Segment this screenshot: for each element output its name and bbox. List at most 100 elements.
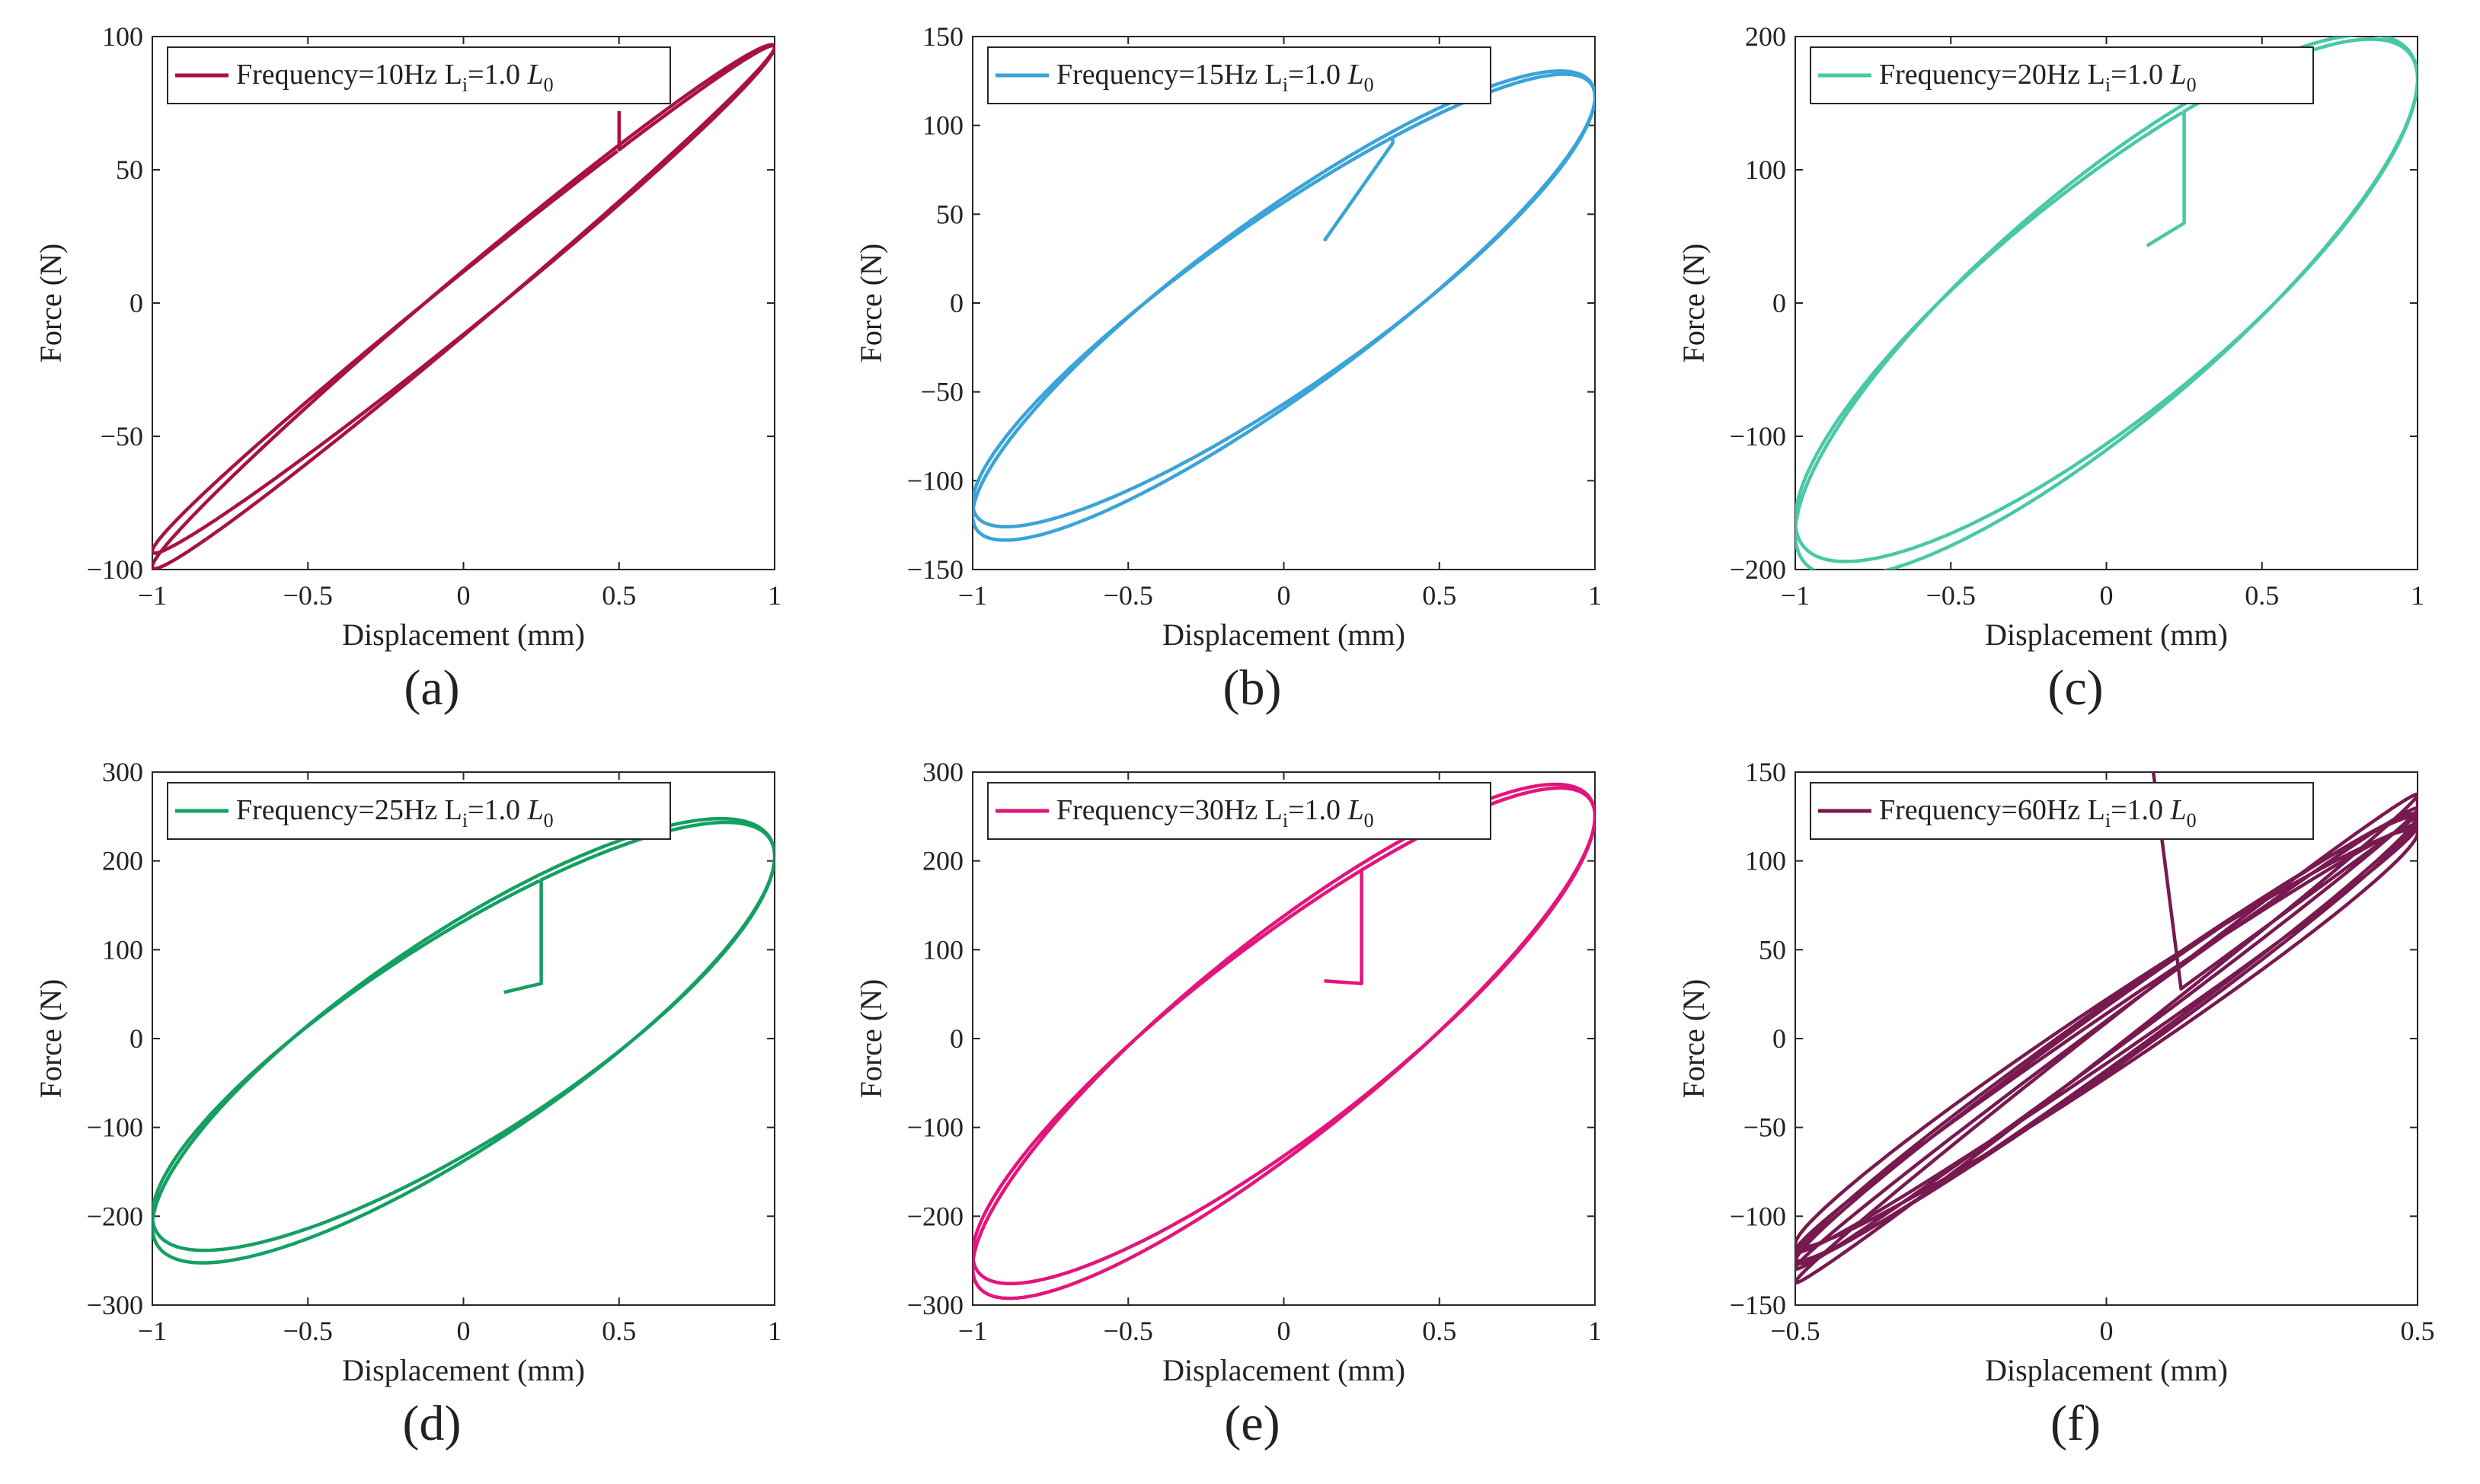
legend-box [1810,782,2314,840]
y-axis-label: Force (N) [34,979,68,1099]
y-tick-label: 100 [102,934,143,965]
y-tick-label: 300 [922,757,964,787]
x-tick-label: −1 [138,1316,167,1346]
y-tick-label: 0 [129,288,143,318]
y-tick-label: −50 [1743,1112,1786,1143]
x-axis-label: Displacement (mm) [1162,618,1405,652]
y-tick-label: 150 [922,21,964,52]
panel-label: (e) [1224,1396,1280,1451]
plot-area [972,771,1596,1306]
y-tick-label: 0 [1772,288,1786,318]
y-tick-label: −150 [1730,1290,1786,1320]
legend: Frequency=25Hz Li=1.0 L0 [167,782,671,840]
y-tick-label: −300 [87,1290,143,1320]
y-tick-label: 0 [950,288,964,318]
x-tick-label: 0 [1277,1316,1291,1346]
x-tick-label: 0.5 [1422,580,1456,611]
y-axis-label: Force (N) [34,244,68,363]
x-tick-label: −0.5 [1926,580,1976,611]
legend-label: Frequency=20Hz Li=1.0 L0 [1879,59,2197,96]
x-tick-label: 0.5 [602,1316,636,1346]
y-tick-label: −100 [907,1112,964,1143]
y-tick-label: 50 [1759,934,1786,965]
y-axis-label: Force (N) [854,979,888,1099]
x-tick-label: 0.5 [2401,1316,2435,1346]
panel-label: (a) [404,660,459,716]
y-tick-label: 200 [1745,21,1786,52]
legend: Frequency=20Hz Li=1.0 L0 [1810,46,2314,104]
plot-area [972,36,1596,570]
legend-label: Frequency=60Hz Li=1.0 L0 [1879,794,2197,831]
y-tick-label: −50 [921,377,964,407]
x-tick-label: 1 [2411,580,2424,611]
y-tick-label: 150 [1745,757,1786,787]
y-axis-label: Force (N) [1676,979,1711,1099]
x-tick-label: 0 [2100,580,2114,611]
x-tick-label: −0.5 [1770,1316,1820,1346]
x-tick-label: 0 [1277,580,1291,611]
legend-label: Frequency=15Hz Li=1.0 L0 [1056,59,1374,96]
y-tick-label: −100 [87,554,143,585]
y-tick-label: −50 [101,421,143,452]
y-tick-label: −100 [1730,1201,1786,1231]
y-tick-label: 100 [1745,155,1786,185]
y-tick-label: 100 [922,110,964,141]
plot-area [1794,36,2418,570]
plot-area [152,36,775,570]
x-tick-label: −1 [958,580,987,611]
series-line [1795,772,2418,1285]
series-line [152,816,775,1265]
y-tick-label: 100 [1745,846,1786,876]
panel-d: −1 −0.5 0 0.5 1 −300 −200 −100 0 100 200 300 Displac… [34,757,781,1451]
y-tick-label: 200 [922,846,964,876]
x-tick-label: 0 [2100,1316,2114,1346]
y-tick-label: 50 [116,155,143,185]
legend-box [987,46,1491,104]
series-line [152,43,775,570]
panel-label: (b) [1223,660,1282,716]
x-tick-label: 1 [768,580,781,611]
legend-box [1810,46,2314,104]
x-tick-label: −0.5 [283,1316,333,1346]
x-tick-label: 0.5 [602,580,636,611]
panel-f: −0.5 0 0.5 −150 −100 −50 0 50 100 150 Displacement… [1676,757,2435,1451]
y-tick-label: −200 [907,1201,964,1231]
y-axis-label: Force (N) [1676,244,1711,363]
x-axis-label: Displacement (mm) [342,618,585,652]
x-tick-label: −1 [958,1316,987,1346]
x-axis-label: Displacement (mm) [1985,618,2228,652]
y-tick-label: 100 [922,934,964,965]
legend-box [167,782,671,840]
plot-area [152,771,775,1306]
x-axis-label: Displacement (mm) [1162,1353,1405,1387]
x-tick-label: −1 [1781,580,1810,611]
x-axis-label: Displacement (mm) [342,1353,585,1387]
y-tick-label: 0 [1772,1023,1786,1054]
x-tick-label: 0 [457,1316,471,1346]
panel-label: (c) [2047,660,2103,716]
y-tick-label: 50 [936,199,964,229]
x-tick-label: 1 [1588,1316,1602,1346]
x-tick-label: 0 [457,580,471,611]
panel-label: (f) [2050,1396,2101,1451]
x-axis-label: Displacement (mm) [1985,1353,2228,1387]
panel-e: −1 −0.5 0 0.5 1 −300 −200 −100 0 100 200 300 Displac… [854,757,1602,1451]
legend-label: Frequency=10Hz Li=1.0 L0 [236,59,554,96]
series-line [973,69,1595,542]
y-tick-label: 0 [129,1023,143,1054]
legend-box [987,782,1491,840]
legend-label: Frequency=30Hz Li=1.0 L0 [1056,794,1374,831]
legend: Frequency=15Hz Li=1.0 L0 [987,46,1491,104]
y-tick-label: −150 [907,554,964,585]
y-tick-label: −200 [1730,554,1786,585]
panel-b: −1 −0.5 0 0.5 1 −150 −100 −50 0 50 100 150 Displacem… [854,21,1602,716]
legend-box [167,46,671,104]
x-tick-label: 1 [768,1316,781,1346]
y-tick-label: 200 [102,846,143,876]
y-tick-label: 300 [102,757,143,787]
x-tick-label: −0.5 [1104,580,1153,611]
plot-area [1794,771,2418,1306]
x-tick-label: 0.5 [1422,1316,1456,1346]
y-tick-label: −300 [907,1290,964,1320]
